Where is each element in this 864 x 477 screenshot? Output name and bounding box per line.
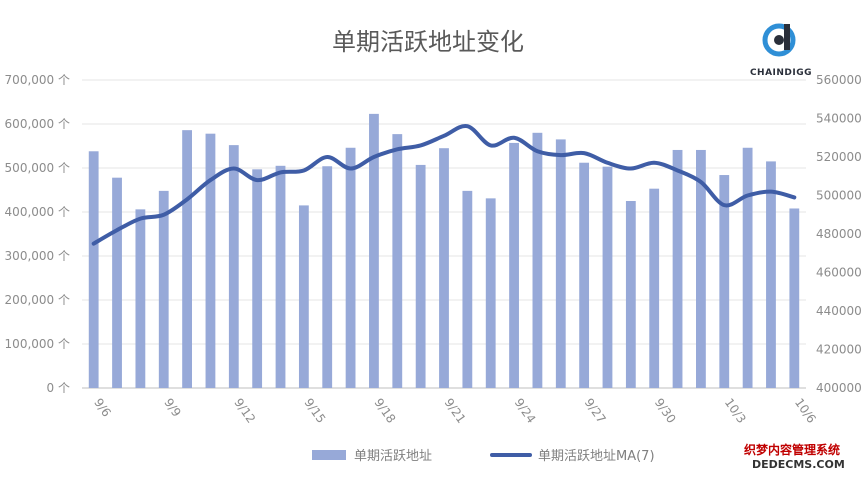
- x-tick-label: 10/3: [722, 396, 749, 426]
- x-tick-label: 9/18: [371, 396, 398, 426]
- bar: [275, 165, 286, 388]
- bar: [182, 130, 193, 388]
- logo: CHAINDIGG: [750, 23, 812, 78]
- legend: 单期活跃地址 单期活跃地址MA(7): [312, 449, 655, 464]
- x-tick-label: 9/24: [512, 396, 539, 426]
- ma7-line: [91, 124, 797, 246]
- logo-dot-icon: [774, 35, 784, 45]
- bar: [742, 147, 753, 388]
- right-tick-label: 520000: [816, 150, 862, 164]
- right-tick-label: 500000: [816, 189, 862, 203]
- bar: [625, 201, 636, 388]
- legend-bar-label: 单期活跃地址: [354, 449, 432, 464]
- logo-text: CHAINDIGG: [750, 68, 812, 78]
- x-tick-label: 9/12: [231, 396, 258, 426]
- bar: [88, 151, 99, 388]
- bar: [392, 134, 403, 388]
- bar: [462, 190, 473, 388]
- bar: [789, 208, 800, 388]
- bar: [369, 113, 379, 388]
- bar: [766, 161, 776, 388]
- left-tick-label: 400,000 个: [5, 205, 70, 219]
- bar: [205, 133, 216, 388]
- right-tick-label: 460000: [816, 266, 862, 280]
- left-tick-label: 200,000 个: [5, 293, 70, 307]
- bar: [228, 145, 239, 388]
- left-tick-label: 300,000 个: [5, 249, 70, 263]
- x-tick-label: 9/21: [442, 396, 469, 426]
- right-tick-label: 400000: [816, 381, 862, 395]
- left-tick-label: 100,000 个: [5, 337, 70, 351]
- bar: [298, 205, 309, 388]
- bar: [252, 169, 263, 388]
- bar: [158, 190, 169, 388]
- x-tick-label: 9/6: [91, 396, 114, 420]
- watermark-line1: 织梦内容管理系统: [744, 442, 840, 457]
- bar: [602, 166, 613, 388]
- bar: [485, 198, 496, 388]
- right-tick-label: 480000: [816, 227, 862, 241]
- bar: [322, 166, 333, 388]
- bar: [579, 162, 590, 388]
- x-tick-label: 9/30: [652, 396, 679, 426]
- watermark-line2: DEDECMS.COM: [752, 458, 845, 471]
- left-tick-label: 600,000 个: [5, 117, 70, 131]
- bar: [719, 175, 730, 388]
- bar-series: [88, 113, 800, 388]
- bar: [695, 149, 706, 388]
- chart-title: 单期活跃地址变化: [332, 28, 524, 56]
- x-tick-label: 9/15: [301, 396, 328, 426]
- legend-line-label: 单期活跃地址MA(7): [538, 449, 655, 464]
- left-tick-label: 0 个: [47, 381, 70, 395]
- bar: [555, 139, 566, 388]
- bar: [532, 132, 543, 388]
- bar: [112, 177, 122, 388]
- left-tick-label: 500,000 个: [5, 161, 70, 175]
- bar: [415, 164, 426, 388]
- right-tick-label: 420000: [816, 343, 862, 357]
- right-tick-label: 540000: [816, 112, 862, 126]
- bar: [649, 188, 660, 388]
- bar: [135, 209, 146, 388]
- watermark: 织梦内容管理系统 DEDECMS.COM: [744, 442, 845, 471]
- logo-stem-icon: [784, 24, 790, 50]
- logo-ring-icon: [762, 23, 796, 57]
- bar: [509, 142, 519, 388]
- left-tick-label: 700,000 个: [5, 73, 70, 87]
- right-tick-label: 440000: [816, 304, 862, 318]
- gridlines: [82, 79, 806, 389]
- bar: [439, 148, 449, 388]
- legend-bar-swatch: [312, 450, 346, 460]
- right-axis-ticks: 400000 420000 440000 460000 480000 500000 5200…: [816, 73, 862, 395]
- x-tick-label: 9/9: [161, 396, 184, 420]
- x-axis-ticks: 9/6 9/9 9/12 9/15 9/18 9/21 9/24 9/27 9/30 10/3 10…: [91, 396, 819, 426]
- bar: [672, 149, 683, 388]
- line-series: [91, 124, 797, 246]
- x-tick-label: 9/27: [582, 396, 609, 426]
- bar: [345, 147, 356, 388]
- left-axis-ticks: 0 个 100,000 个 200,000 个 300,000 个 400,000 个 5…: [5, 73, 70, 395]
- right-tick-label: 560000: [816, 73, 862, 87]
- x-tick-label: 10/6: [792, 396, 819, 426]
